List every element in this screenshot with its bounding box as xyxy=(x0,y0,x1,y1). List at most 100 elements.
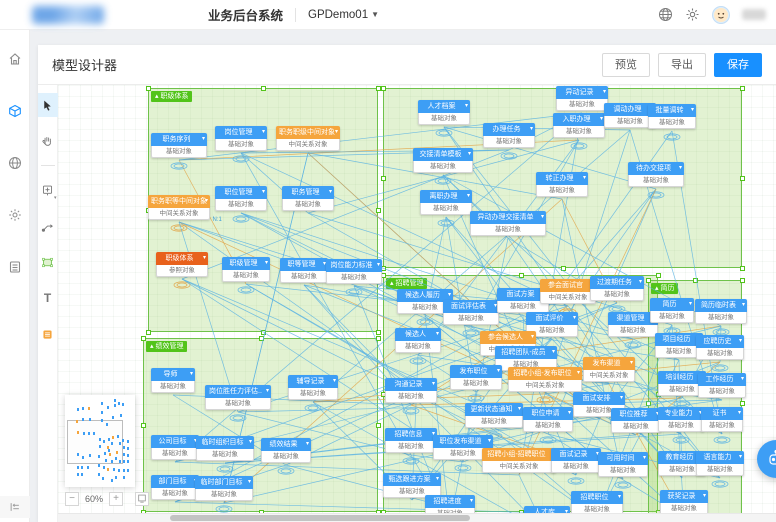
avatar[interactable] xyxy=(712,5,730,24)
chevron-down-icon[interactable]: ▾ xyxy=(464,103,468,109)
chevron-down-icon[interactable]: ▾ xyxy=(202,255,206,261)
sidebar-item-home[interactable] xyxy=(0,42,30,76)
chevron-down-icon[interactable]: ▾ xyxy=(596,448,599,461)
select-tool[interactable] xyxy=(37,93,58,117)
model-node[interactable]: 待办交接项 ▾ 基础对象 xyxy=(628,162,684,187)
sidebar-item-globe[interactable] xyxy=(0,146,30,180)
model-node[interactable]: 候选人履历 ▾ 基础对象 xyxy=(397,289,453,314)
chevron-down-icon[interactable]: ▾ xyxy=(629,360,633,366)
chevron-down-icon[interactable]: ▾ xyxy=(551,349,555,355)
chevron-down-icon[interactable]: ▾ xyxy=(517,406,521,412)
chevron-down-icon[interactable]: ▾ xyxy=(201,136,205,142)
chevron-down-icon[interactable]: ▾ xyxy=(642,455,646,461)
resize-handle[interactable] xyxy=(518,273,524,278)
connector-tool[interactable] xyxy=(38,214,58,238)
zoom-in-button[interactable]: + xyxy=(109,491,123,506)
chevron-down-icon[interactable]: ▾ xyxy=(194,435,197,448)
chevron-down-icon[interactable]: ▾ xyxy=(431,431,435,437)
model-node[interactable]: 工作经历 ▾ 基础对象 xyxy=(698,373,746,398)
model-node[interactable]: 招聘小组-发布职位 ▾ 中间关系对象 xyxy=(508,367,582,392)
model-node[interactable]: 职位发布渠道 ▾ 基础对象 xyxy=(433,435,493,460)
resize-handle[interactable] xyxy=(261,330,266,335)
model-node[interactable]: 教育经历▾基础对象 xyxy=(658,451,706,476)
sidebar-item-model-designer[interactable] xyxy=(0,94,30,128)
chevron-down-icon[interactable]: ▾ xyxy=(576,370,580,376)
resize-handle[interactable] xyxy=(740,400,745,406)
preview-button[interactable]: 预览 xyxy=(602,52,650,77)
save-button[interactable]: 保存 xyxy=(714,52,762,77)
model-node[interactable]: 交接清单模板 ▾ 基础对象 xyxy=(413,148,473,173)
model-node[interactable]: 转正办理 ▾ 基础对象 xyxy=(536,172,588,197)
chevron-down-icon[interactable]: ▾ xyxy=(602,89,606,95)
text-tool[interactable]: T xyxy=(43,291,52,305)
model-node[interactable]: 临时部门目标 ▾ 基础对象 xyxy=(195,476,253,501)
chevron-down-icon[interactable]: ▾ xyxy=(582,175,586,181)
model-node[interactable]: 专业能力▾基础对象 xyxy=(658,407,704,432)
chevron-down-icon[interactable]: ▾ xyxy=(699,407,702,420)
chevron-down-icon[interactable]: ▾ xyxy=(678,165,682,171)
chevron-down-icon[interactable]: ▾ xyxy=(564,509,568,515)
chevron-down-icon[interactable]: ▾ xyxy=(469,498,473,504)
chevron-down-icon[interactable]: ▾ xyxy=(264,260,268,266)
model-node[interactable]: 异动办理交接清单 ▾ 基础对象 xyxy=(470,211,546,236)
chevron-down-icon[interactable]: ▾ xyxy=(530,334,534,340)
model-node[interactable]: 人才档案 ▾ 基础对象 xyxy=(418,100,470,125)
resize-handle[interactable] xyxy=(740,266,745,271)
chevron-down-icon[interactable]: ▾ xyxy=(247,479,251,485)
resize-handle[interactable] xyxy=(261,86,266,91)
chevron-down-icon[interactable]: ▾ xyxy=(738,454,742,460)
resize-handle[interactable] xyxy=(656,273,661,278)
minimap[interactable] xyxy=(65,395,135,487)
model-node[interactable]: 导师 ▾ 基础对象 xyxy=(151,368,195,393)
chevron-down-icon[interactable]: ▾ xyxy=(305,441,309,447)
chevron-down-icon[interactable]: ▾ xyxy=(265,388,269,394)
sidebar-item-forms[interactable] xyxy=(0,250,30,284)
resize-handle[interactable] xyxy=(376,330,381,335)
model-node[interactable]: 候选人 ▾ 基础对象 xyxy=(395,328,441,353)
model-node[interactable]: 发布职位 ▾ 基础对象 xyxy=(450,365,502,390)
chevron-down-icon[interactable]: ▾ xyxy=(688,301,692,307)
chevron-down-icon[interactable]: ▾ xyxy=(619,395,623,401)
model-node[interactable]: 批量调转 ▾ 基础对象 xyxy=(648,104,696,129)
model-node[interactable]: 面试方案▾基础对象 xyxy=(497,288,549,313)
model-node[interactable]: 发布渠道 ▾ 中间关系对象 xyxy=(583,357,635,382)
chevron-down-icon[interactable]: ▾ xyxy=(738,338,742,344)
resize-handle[interactable] xyxy=(376,208,381,213)
model-node[interactable]: 过渡期任务 ▾ 基础对象 xyxy=(590,276,644,301)
model-node[interactable]: 职位管理 ▾ 基础对象 xyxy=(215,186,267,211)
resize-handle[interactable] xyxy=(141,336,146,341)
chevron-down-icon[interactable]: ▾ xyxy=(529,126,533,132)
region-tool[interactable] xyxy=(38,250,58,274)
chevron-down-icon[interactable]: ▾ xyxy=(737,410,741,416)
resize-handle[interactable] xyxy=(141,423,146,428)
model-node[interactable]: 异动记录 ▾ 基础对象 xyxy=(556,86,608,111)
model-node[interactable]: 离职办理 ▾ 基础对象 xyxy=(420,190,472,215)
export-button[interactable]: 导出 xyxy=(658,52,706,77)
chevron-down-icon[interactable]: ▾ xyxy=(435,331,439,337)
resize-handle[interactable] xyxy=(376,336,381,341)
model-node[interactable]: 面试记录▾基础对象 xyxy=(551,448,601,473)
chevron-down-icon[interactable]: ▾ xyxy=(328,189,332,195)
list-tool[interactable] xyxy=(38,322,58,346)
model-node[interactable]: 参会面试官▾中间关系对象 xyxy=(540,279,596,304)
model-node[interactable]: 获奖记录 ▾ 基础对象 xyxy=(660,490,708,515)
chevron-down-icon[interactable]: ▾ xyxy=(572,315,576,321)
gear-icon[interactable] xyxy=(685,7,700,22)
model-node[interactable]: 公司目标▾基础对象 xyxy=(151,435,199,460)
model-node[interactable]: 职等管理 ▾ 基础对象 xyxy=(280,258,328,283)
model-node[interactable]: 可用时间 ▾ 基础对象 xyxy=(598,452,648,477)
resize-handle[interactable] xyxy=(146,86,151,91)
chevron-down-icon[interactable]: ▾ xyxy=(617,494,621,500)
model-node[interactable]: 辅导记录 ▾ 基础对象 xyxy=(288,375,338,400)
model-node[interactable]: 岗位能力标准 ▾ 基础对象 xyxy=(326,259,382,284)
sidebar-item-settings[interactable] xyxy=(0,198,30,232)
chevron-down-icon[interactable]: ▾ xyxy=(204,198,208,204)
chevron-down-icon[interactable]: ▾ xyxy=(332,378,336,384)
model-node[interactable]: 甄选跟进方案 ▾ 基础对象 xyxy=(383,473,441,498)
pan-tool[interactable] xyxy=(38,129,58,153)
model-node[interactable]: 面试评估表 ▾ 基础对象 xyxy=(443,300,499,325)
chevron-down-icon[interactable]: ▾ xyxy=(261,189,265,195)
model-node[interactable]: 入职办理 ▾ 基础对象 xyxy=(553,113,605,138)
chevron-down-icon[interactable]: ▾ xyxy=(431,381,435,387)
sidebar-collapse-button[interactable] xyxy=(0,496,30,518)
